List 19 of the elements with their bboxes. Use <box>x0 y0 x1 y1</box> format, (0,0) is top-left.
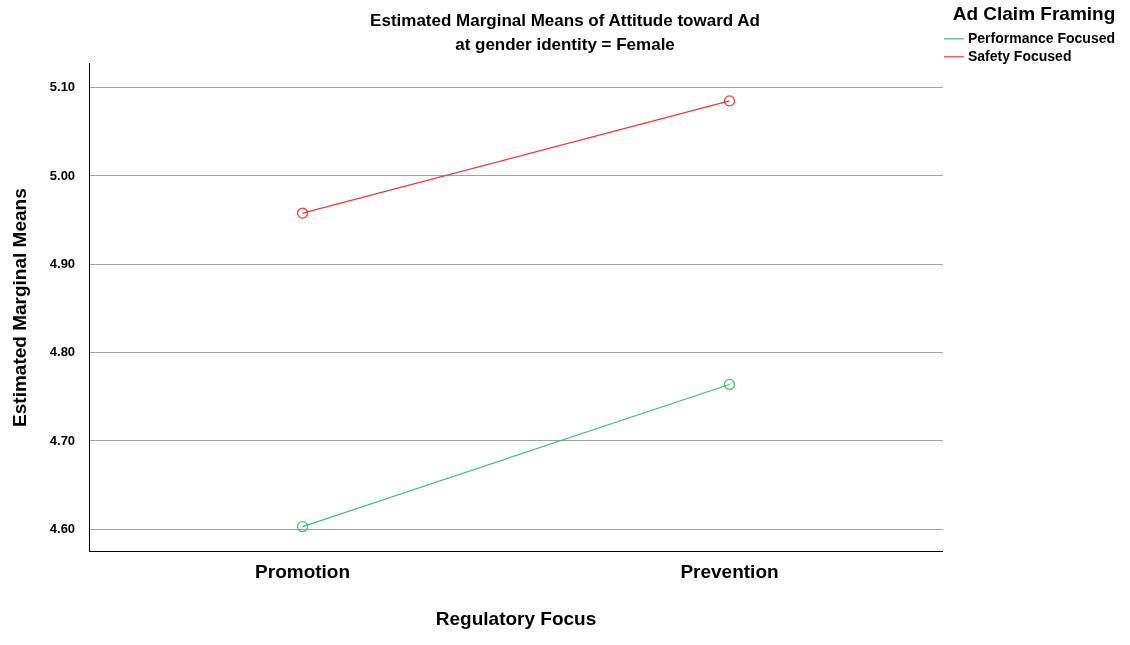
legend-label: Safety Focused <box>967 47 1072 64</box>
y-tick-label: 4.70 <box>49 432 76 448</box>
point <box>296 521 309 533</box>
chart-subtitle: at gender identity = Female <box>455 35 675 55</box>
point <box>723 95 736 107</box>
point <box>296 207 309 219</box>
chart-title: Estimated Marginal Means of Attitude toward Ad <box>370 10 760 30</box>
legend-title: Ad Claim Framing <box>952 2 1116 24</box>
point <box>723 378 736 391</box>
y-tick-label: 5.10 <box>49 79 76 95</box>
y-tick-label: 5.00 <box>49 167 76 183</box>
legend-label: Performance Focused <box>967 29 1116 46</box>
y-tick-label: 4.80 <box>49 344 76 360</box>
y-axis-title: Estimated Marginal Means <box>8 188 30 427</box>
x-axis-title: Regulatory Focus <box>435 607 597 629</box>
y-tick-label: 4.90 <box>49 255 76 271</box>
x-tick-label: Prevention <box>680 561 779 583</box>
x-tick-label: Promotion <box>255 561 351 583</box>
y-tick-label: 4.60 <box>49 520 76 536</box>
